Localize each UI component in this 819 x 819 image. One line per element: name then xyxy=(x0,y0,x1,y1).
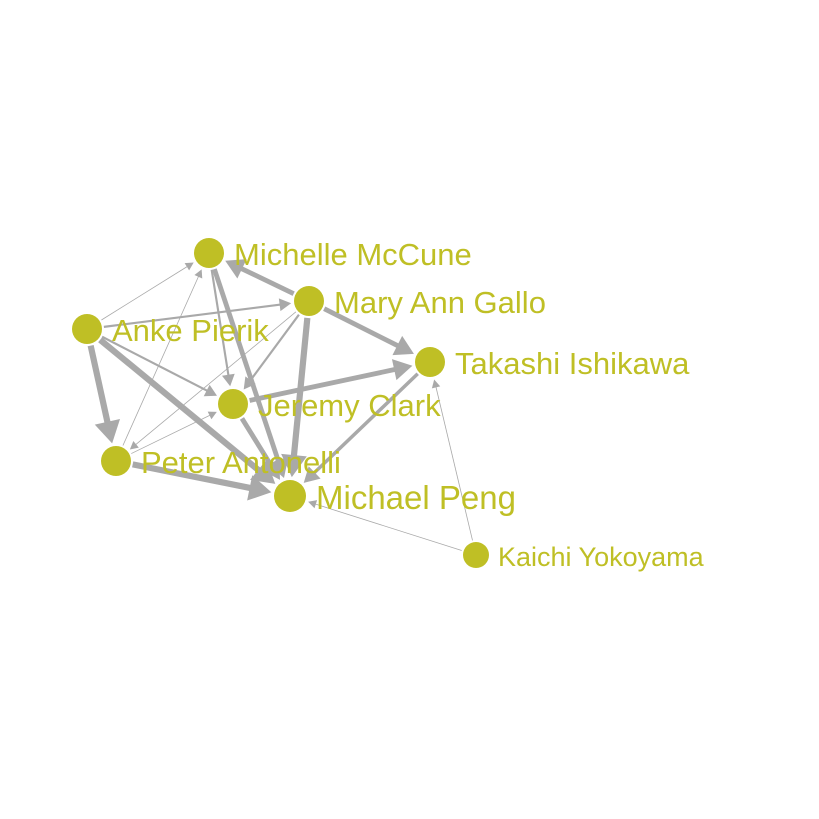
edge-anke-michelle xyxy=(101,262,194,321)
edge-line xyxy=(239,417,273,467)
node-dot xyxy=(294,286,324,316)
edge-arrowhead xyxy=(303,466,321,483)
edge-line xyxy=(101,335,209,392)
edge-line xyxy=(87,344,111,424)
node-kaichi: Kaichi Yokoyama xyxy=(463,542,705,572)
edge-anke-peter xyxy=(87,344,121,444)
node-dot xyxy=(72,314,102,344)
edge-line xyxy=(132,461,252,492)
node-dot xyxy=(218,389,248,419)
edge-anke-jeremy xyxy=(101,335,217,397)
edge-line xyxy=(240,266,295,296)
edge-arrowhead xyxy=(247,475,272,501)
node-michelle: Michelle McCune xyxy=(194,237,472,272)
node-peter: Peter Antonelli xyxy=(101,445,341,480)
node-dot xyxy=(463,542,489,568)
edge-line xyxy=(249,367,396,403)
node-maryann: Mary Ann Gallo xyxy=(294,285,546,320)
edge-line xyxy=(210,269,230,376)
edge-arrowhead xyxy=(431,379,441,389)
edge-arrowhead xyxy=(392,335,414,356)
edge-arrowhead xyxy=(308,500,318,509)
edge-arrowhead xyxy=(225,259,247,279)
node-label: Anke Pierik xyxy=(112,313,269,348)
edge-line xyxy=(135,311,297,446)
edge-kaichi-takashi xyxy=(431,379,473,541)
edge-arrowhead xyxy=(129,441,139,450)
edge-line xyxy=(435,386,473,541)
node-dot xyxy=(274,480,306,512)
edge-michelle-jeremy xyxy=(210,269,235,387)
node-michael: Michael Peng xyxy=(274,479,516,516)
edge-arrowhead xyxy=(194,269,203,279)
edge-maryann-michelle xyxy=(225,259,295,296)
edge-arrowhead xyxy=(94,419,121,444)
edge-arrowhead xyxy=(203,384,217,397)
edge-peter-jeremy xyxy=(131,411,217,454)
node-label: Takashi Ishikawa xyxy=(455,346,690,381)
node-label: Michael Peng xyxy=(316,479,516,516)
edge-line xyxy=(98,337,261,473)
edge-maryann-peter xyxy=(129,311,297,450)
edge-arrowhead xyxy=(278,298,292,312)
edge-takashi-michael xyxy=(303,372,419,483)
node-anke: Anke Pierik xyxy=(72,313,269,348)
node-label: Mary Ann Gallo xyxy=(334,285,546,320)
edge-line xyxy=(131,414,211,454)
edge-line xyxy=(101,265,188,321)
node-dot xyxy=(415,347,445,377)
edge-jeremy-takashi xyxy=(249,359,413,403)
edge-arrowhead xyxy=(184,262,194,271)
edge-peter-michelle xyxy=(122,269,203,446)
node-label: Michelle McCune xyxy=(234,237,472,272)
edge-kaichi-michael xyxy=(308,500,462,551)
edge-arrowhead xyxy=(207,411,217,420)
edge-line xyxy=(122,275,200,446)
edge-arrowhead xyxy=(250,459,276,484)
edge-jeremy-michael xyxy=(239,417,280,480)
node-label: Peter Antonelli xyxy=(141,445,341,480)
edge-line xyxy=(314,503,462,551)
edge-line xyxy=(312,372,419,475)
edge-line xyxy=(212,268,281,463)
node-label: Kaichi Yokoyama xyxy=(498,542,705,572)
edge-arrowhead xyxy=(243,376,256,390)
node-dot xyxy=(101,446,131,476)
edge-maryann-takashi xyxy=(323,306,414,356)
edge-arrowhead xyxy=(221,373,235,387)
node-jeremy: Jeremy Clark xyxy=(218,388,441,423)
edge-anke-michael xyxy=(98,337,276,484)
edge-line xyxy=(249,314,300,382)
edge-arrowhead xyxy=(261,458,280,480)
edge-line xyxy=(290,317,311,457)
edge-maryann-jeremy xyxy=(243,314,300,390)
edge-line xyxy=(103,303,281,328)
edge-line xyxy=(323,306,400,349)
nodes-layer: Michelle McCune Mary Ann Gallo Anke Pierik… xyxy=(72,237,705,572)
node-label: Jeremy Clark xyxy=(258,388,441,423)
edge-arrowhead xyxy=(391,359,413,381)
edges-layer xyxy=(87,259,473,551)
edge-anke-maryann xyxy=(103,298,292,328)
edge-peter-michael xyxy=(132,461,272,501)
node-dot xyxy=(194,238,224,268)
node-takashi: Takashi Ishikawa xyxy=(415,346,690,381)
